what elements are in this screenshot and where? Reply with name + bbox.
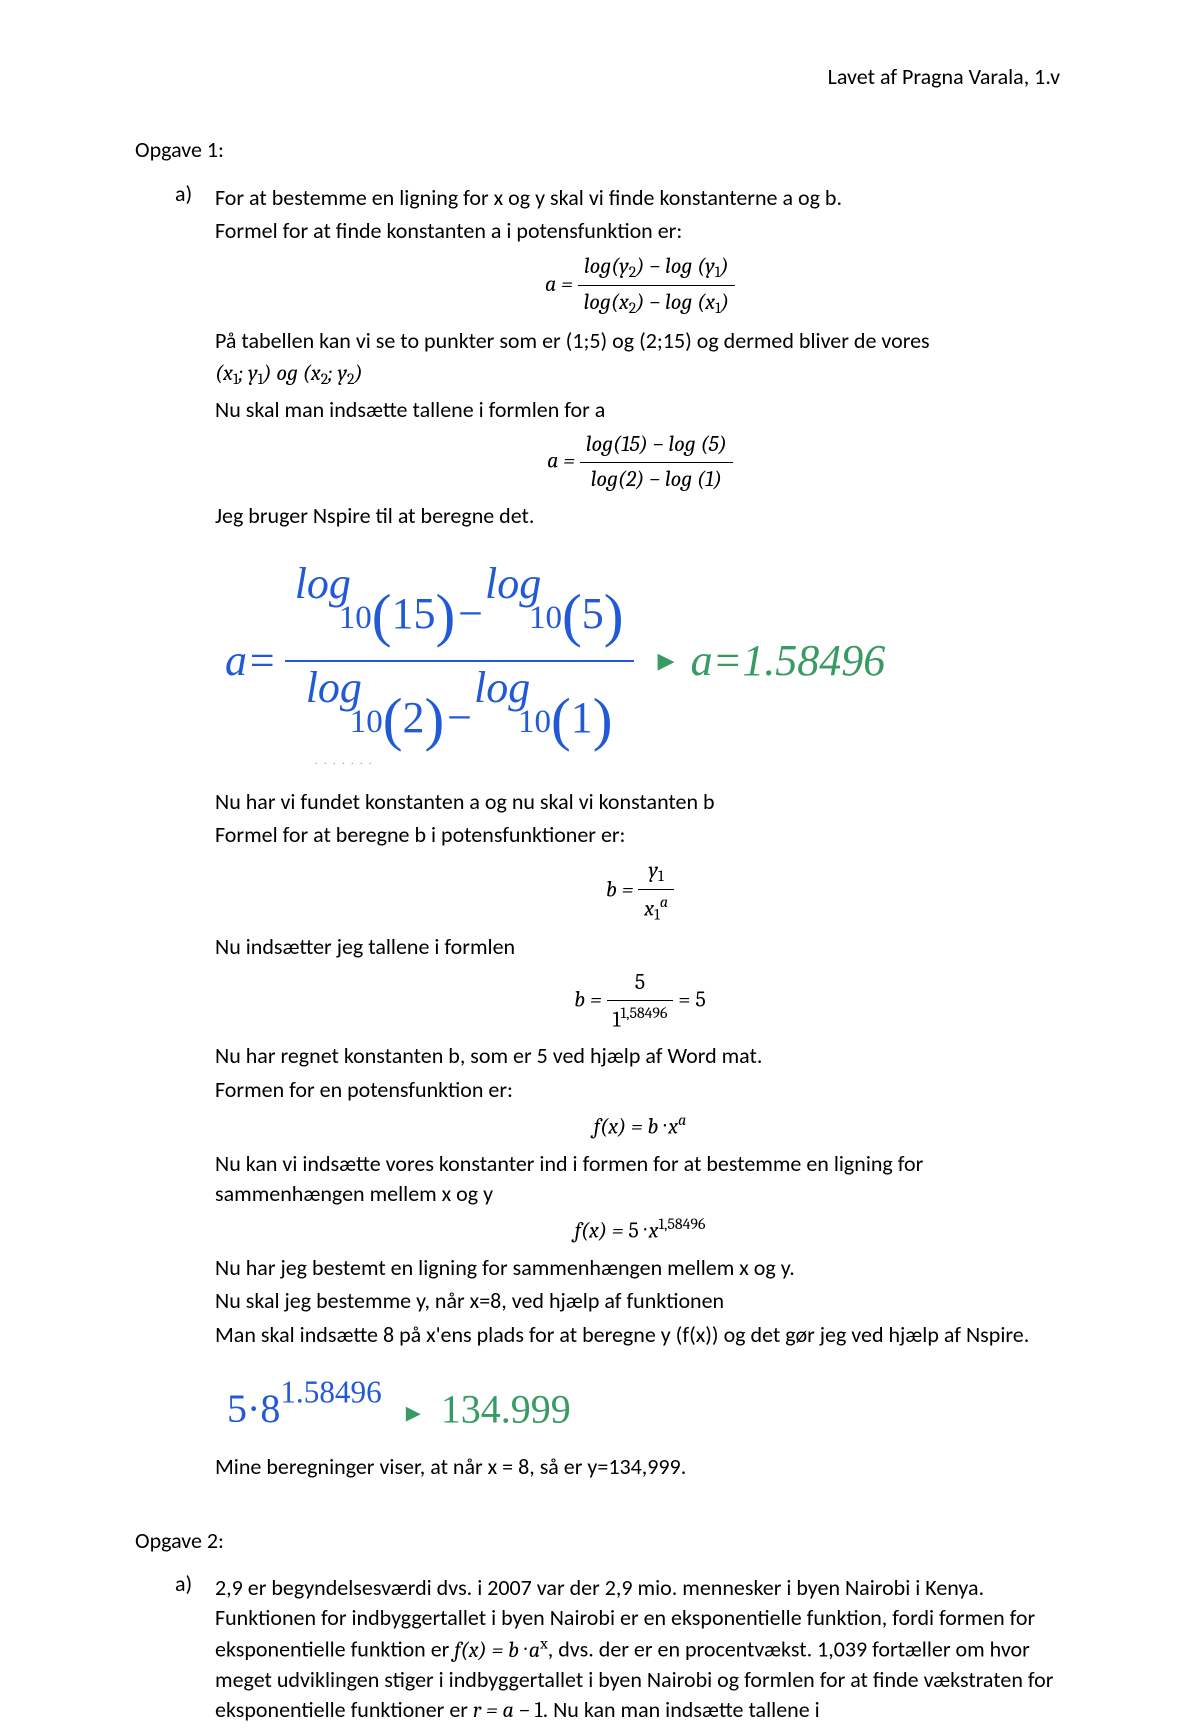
text: Nu har vi fundet konstanten a og nu skal…	[215, 787, 1065, 817]
list-marker: a)	[175, 179, 215, 1486]
cas2-result: 134.999	[441, 1386, 571, 1431]
cas-lhs-prefix: a=	[225, 636, 277, 685]
text: Nu har jeg bestemt en ligning for sammen…	[215, 1253, 1065, 1283]
formula-fx-values: f(x) = 5 · x1,58496	[215, 1214, 1065, 1246]
text: Formen for en potensfunktion er:	[215, 1075, 1065, 1105]
den-a: 2	[402, 693, 424, 742]
arrow-icon: ▸	[392, 1396, 431, 1429]
formula-b-values: b = 5 11,58496 = 5	[215, 968, 1065, 1035]
task1-item-a: a) For at bestemme en ligning for x og y…	[175, 179, 1065, 1486]
task2-body: 2,9 er begyndelsesværdi dvs. i 2007 var …	[215, 1569, 1065, 1729]
cas2-base: 5·8	[227, 1386, 280, 1431]
cas2-exp: 1.58496	[280, 1375, 381, 1410]
formula-b-general: b = y1 x1a	[215, 856, 1065, 926]
text: Mine beregninger viser, at når x = 8, så…	[215, 1452, 1065, 1482]
formula-fx-general: f(x) = b · xa	[215, 1110, 1065, 1142]
header-author: Lavet af Pragna Varala, 1.v	[828, 62, 1060, 92]
list-marker: a)	[175, 1569, 215, 1729]
text: Man skal indsætte 8 på x'ens plads for a…	[215, 1320, 1065, 1350]
text: 2,9 er begyndelsesværdi dvs. i 2007 var …	[215, 1573, 1065, 1725]
den-b: 1	[571, 693, 593, 742]
formula-a-general: a = log(y2) − log (y1) log(x2) − log (x1…	[215, 252, 1065, 320]
task2-item-a: a) 2,9 er begyndelsesværdi dvs. i 2007 v…	[175, 1569, 1065, 1729]
task1-body: For at bestemme en ligning for x og y sk…	[215, 179, 1065, 1486]
b-num: 5	[635, 969, 645, 995]
task2-title: Opgave 2:	[135, 1526, 1065, 1556]
coords: (x1; y1) og (x2; y2)	[215, 359, 1065, 390]
formula-a-values: a = log(15) − log (5) log(2) − log (1)	[215, 430, 1065, 494]
t2-span3: . Nu kan man indsætte tallene i	[543, 1696, 820, 1723]
cas-screenshot-1: a= log10(15)−log10(5) log10(2)−log10(1) …	[225, 560, 1065, 768]
b-den-exp: 1,58496	[620, 1004, 667, 1022]
b-result: 5	[695, 987, 705, 1013]
arrow-icon: ▸	[642, 638, 683, 684]
text: Nu har regnet konstanten b, som er 5 ved…	[215, 1041, 1065, 1071]
text: Nu skal jeg bestemme y, når x=8, ved hjæ…	[215, 1286, 1065, 1316]
text: For at bestemme en ligning for x og y sk…	[215, 183, 1065, 213]
num-b: 5	[582, 589, 604, 638]
cas-result: a=1.58496	[691, 631, 886, 690]
fx-exp: 1,58496	[658, 1215, 705, 1233]
task1-title: Opgave 1:	[135, 135, 1065, 165]
text: Formel for at finde konstanten a i poten…	[215, 216, 1065, 246]
page: Lavet af Pragna Varala, 1.v Opgave 1: a)…	[0, 0, 1200, 1697]
text: Nu skal man indsætte tallene i formlen f…	[215, 395, 1065, 425]
text: Nu kan vi indsætte vores konstanter ind …	[215, 1149, 1065, 1208]
text: Jeg bruger Nspire til at beregne det.	[215, 501, 1065, 531]
num-a: 15	[391, 589, 435, 638]
text: På tabellen kan vi se to punkter som er …	[215, 326, 1065, 356]
text: Nu indsætter jeg tallene i formlen	[215, 932, 1065, 962]
text: Formel for at beregne b i potensfunktion…	[215, 820, 1065, 850]
cas-screenshot-2: 5·81.58496 ▸ 134.999	[227, 1372, 1065, 1436]
